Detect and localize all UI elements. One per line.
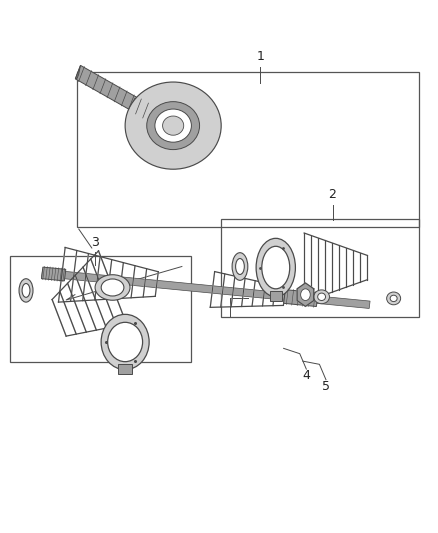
Polygon shape: [83, 254, 88, 301]
Text: 4: 4: [302, 369, 310, 382]
Polygon shape: [60, 292, 76, 334]
Ellipse shape: [147, 102, 200, 150]
Polygon shape: [242, 278, 245, 306]
Ellipse shape: [95, 274, 130, 300]
Polygon shape: [58, 247, 65, 302]
Polygon shape: [221, 274, 225, 307]
Polygon shape: [91, 259, 117, 326]
Polygon shape: [67, 284, 86, 332]
Polygon shape: [297, 283, 314, 306]
Ellipse shape: [300, 289, 310, 301]
Ellipse shape: [236, 259, 244, 274]
Ellipse shape: [387, 292, 401, 305]
Polygon shape: [273, 285, 276, 306]
Ellipse shape: [125, 82, 221, 169]
Polygon shape: [231, 276, 235, 307]
Ellipse shape: [256, 238, 295, 297]
Text: 3: 3: [91, 236, 99, 249]
Polygon shape: [131, 265, 135, 298]
Text: 2: 2: [328, 188, 336, 201]
Polygon shape: [99, 251, 127, 324]
Polygon shape: [71, 251, 77, 301]
Polygon shape: [42, 269, 370, 309]
Polygon shape: [52, 300, 66, 336]
Ellipse shape: [262, 246, 290, 289]
Polygon shape: [75, 66, 81, 79]
Polygon shape: [210, 272, 215, 308]
Polygon shape: [107, 260, 112, 299]
Polygon shape: [83, 267, 106, 328]
Ellipse shape: [162, 116, 184, 135]
Polygon shape: [262, 283, 265, 306]
Polygon shape: [155, 272, 158, 296]
Bar: [270, 291, 282, 301]
Text: 5: 5: [322, 379, 330, 393]
Polygon shape: [252, 281, 255, 306]
Ellipse shape: [19, 279, 33, 302]
Text: 1: 1: [257, 50, 265, 63]
Ellipse shape: [22, 284, 30, 297]
Ellipse shape: [314, 290, 329, 304]
Polygon shape: [284, 289, 318, 306]
Polygon shape: [75, 275, 96, 330]
Ellipse shape: [101, 279, 124, 296]
Polygon shape: [119, 263, 124, 298]
Polygon shape: [143, 269, 147, 297]
Ellipse shape: [232, 253, 248, 280]
Ellipse shape: [155, 109, 191, 142]
Ellipse shape: [155, 109, 191, 142]
Polygon shape: [95, 256, 100, 300]
Bar: [118, 365, 132, 374]
Ellipse shape: [318, 293, 325, 301]
Ellipse shape: [108, 322, 143, 362]
Polygon shape: [75, 66, 152, 119]
Polygon shape: [42, 267, 66, 281]
Ellipse shape: [390, 295, 397, 302]
Polygon shape: [283, 287, 286, 305]
Polygon shape: [131, 99, 147, 115]
Ellipse shape: [101, 314, 149, 369]
